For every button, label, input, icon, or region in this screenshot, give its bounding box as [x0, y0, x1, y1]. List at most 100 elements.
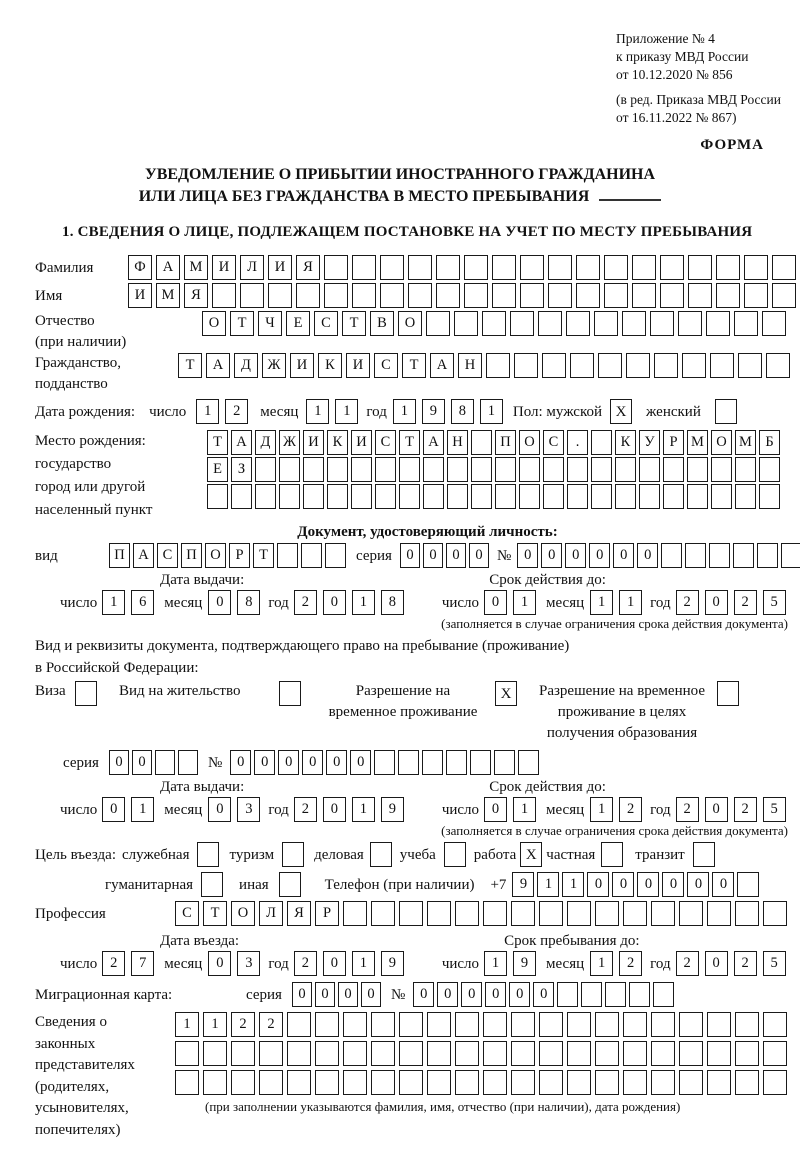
char-cell[interactable]: [426, 311, 450, 337]
char-cell[interactable]: [324, 283, 348, 309]
char-cell[interactable]: М: [156, 283, 180, 309]
char-cell[interactable]: [710, 353, 734, 379]
char-cell[interactable]: 0: [637, 872, 660, 898]
char-cell[interactable]: Т: [402, 353, 426, 379]
char-cell[interactable]: [427, 1041, 451, 1067]
char-cell[interactable]: П: [109, 543, 130, 569]
char-cell[interactable]: М: [184, 255, 208, 281]
char-cell[interactable]: [371, 1041, 395, 1067]
char-cell[interactable]: [763, 1041, 787, 1067]
char-cell[interactable]: 9: [380, 797, 404, 823]
char-cell[interactable]: [576, 283, 600, 309]
char-cell[interactable]: [351, 457, 372, 483]
char-cell[interactable]: [711, 457, 732, 483]
char-cell[interactable]: 0: [208, 951, 232, 977]
char-cell[interactable]: Т: [253, 543, 274, 569]
char-cell[interactable]: [661, 543, 683, 569]
char-cell[interactable]: [399, 484, 420, 510]
char-cell[interactable]: 0: [612, 872, 635, 898]
char-cell[interactable]: [154, 750, 175, 776]
char-cell[interactable]: В: [370, 311, 394, 337]
char-cell[interactable]: [483, 901, 507, 927]
char-cell[interactable]: 1: [392, 399, 416, 425]
char-cell[interactable]: О: [398, 311, 422, 337]
char-cell[interactable]: С: [175, 901, 199, 927]
char-cell[interactable]: 0: [108, 750, 129, 776]
char-cell[interactable]: [327, 457, 348, 483]
char-cell[interactable]: [591, 484, 612, 510]
char-cell[interactable]: [735, 1012, 759, 1038]
char-cell[interactable]: Т: [342, 311, 366, 337]
char-cell[interactable]: [177, 750, 198, 776]
char-cell[interactable]: [660, 283, 684, 309]
char-cell[interactable]: 2: [231, 1012, 255, 1038]
char-cell[interactable]: 6: [131, 590, 155, 616]
char-cell[interactable]: [375, 457, 396, 483]
char-cell[interactable]: М: [735, 430, 756, 456]
char-cell[interactable]: 8: [380, 590, 404, 616]
char-cell[interactable]: 9: [421, 399, 445, 425]
char-cell[interactable]: 1: [102, 590, 126, 616]
char-cell[interactable]: 1: [131, 797, 155, 823]
char-cell[interactable]: [591, 457, 612, 483]
char-cell[interactable]: [287, 1070, 311, 1096]
char-cell[interactable]: [707, 901, 731, 927]
char-cell[interactable]: [594, 311, 618, 337]
char-cell[interactable]: 0: [350, 750, 372, 776]
char-cell[interactable]: [427, 1070, 451, 1096]
char-cell[interactable]: [538, 311, 562, 337]
char-cell[interactable]: [595, 1070, 619, 1096]
char-cell[interactable]: [303, 457, 324, 483]
char-cell[interactable]: [735, 1041, 759, 1067]
char-cell[interactable]: [231, 1041, 255, 1067]
char-cell[interactable]: 2: [102, 951, 126, 977]
char-cell[interactable]: [716, 283, 740, 309]
char-cell[interactable]: 0: [468, 543, 489, 569]
char-cell[interactable]: Ж: [279, 430, 300, 456]
char-cell[interactable]: [595, 901, 619, 927]
char-cell[interactable]: Е: [286, 311, 310, 337]
char-cell[interactable]: [566, 311, 590, 337]
char-cell[interactable]: [255, 457, 276, 483]
char-cell[interactable]: [766, 353, 790, 379]
char-cell[interactable]: 2: [675, 797, 699, 823]
char-cell[interactable]: [495, 484, 516, 510]
char-cell[interactable]: 1: [479, 399, 503, 425]
char-cell[interactable]: [398, 750, 420, 776]
char-cell[interactable]: [735, 901, 759, 927]
char-cell[interactable]: [454, 311, 478, 337]
char-cell[interactable]: [651, 1041, 675, 1067]
char-cell[interactable]: 0: [208, 797, 232, 823]
char-cell[interactable]: О: [205, 543, 226, 569]
char-cell[interactable]: [615, 484, 636, 510]
char-cell[interactable]: 0: [485, 982, 507, 1008]
char-cell[interactable]: 0: [208, 590, 232, 616]
char-cell[interactable]: 0: [322, 797, 346, 823]
char-cell[interactable]: [707, 1070, 731, 1096]
char-cell[interactable]: [543, 484, 564, 510]
char-cell[interactable]: П: [181, 543, 202, 569]
char-cell[interactable]: [380, 255, 404, 281]
char-cell[interactable]: 1: [351, 590, 375, 616]
char-cell[interactable]: [663, 457, 684, 483]
char-cell[interactable]: 2: [733, 590, 757, 616]
char-cell[interactable]: 5: [762, 797, 786, 823]
char-cell[interactable]: 1: [590, 951, 614, 977]
char-cell[interactable]: [539, 901, 563, 927]
char-cell[interactable]: [315, 1012, 339, 1038]
char-cell[interactable]: [520, 255, 544, 281]
char-cell[interactable]: [231, 484, 252, 510]
char-cell[interactable]: [380, 283, 404, 309]
char-cell[interactable]: [492, 255, 516, 281]
char-cell[interactable]: 3: [237, 797, 261, 823]
char-cell[interactable]: 1: [513, 797, 537, 823]
char-cell[interactable]: К: [615, 430, 636, 456]
char-cell[interactable]: С: [543, 430, 564, 456]
char-cell[interactable]: [511, 1012, 535, 1038]
char-cell[interactable]: [651, 1070, 675, 1096]
char-cell[interactable]: [399, 1012, 423, 1038]
char-cell[interactable]: [707, 1041, 731, 1067]
char-cell[interactable]: [744, 255, 768, 281]
char-cell[interactable]: 0: [509, 982, 531, 1008]
char-cell[interactable]: [514, 353, 538, 379]
